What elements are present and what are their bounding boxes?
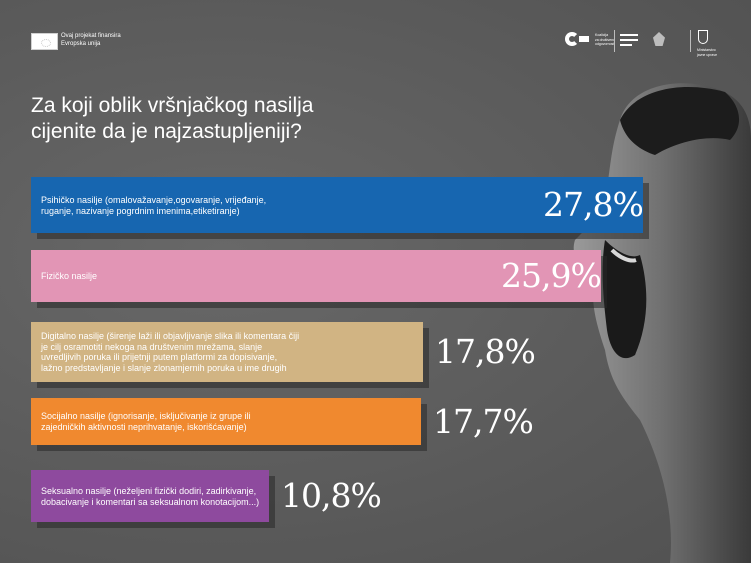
ministry-line: javne uprave — [697, 52, 718, 57]
mascot-logo-icon — [645, 30, 673, 52]
bar-category-label-line: Fizičko nasilje — [41, 271, 98, 281]
partner-logo-text: Koalicija za društvenu odgovornost — [595, 33, 615, 47]
bar-category-label-line: lažno predstavljanje i slanje zlonamjern… — [41, 362, 287, 373]
header-divider — [614, 30, 615, 52]
partner-logo-line: za društvenu — [595, 37, 616, 42]
bar-value-label: 25,9% — [501, 256, 602, 295]
eu-text-line: Evropska unija — [61, 41, 101, 47]
bar-category-label: Psihičko nasilje (omalovažavanje,ogovara… — [41, 195, 266, 216]
bar-5: Seksualno nasilje (neželjeni fizički dod… — [31, 470, 269, 522]
partner2-logo-icon — [620, 30, 638, 50]
partner-logo-icon — [565, 30, 591, 50]
bar-3: Digitalno nasilje (širenje laži ili obja… — [31, 322, 423, 382]
bar-value-label: 17,7% — [433, 401, 534, 441]
bar-category-label: Digitalno nasilje (širenje laži ili obja… — [41, 331, 299, 373]
chart-title-line: Za koji oblik vršnjačkog nasilja — [31, 94, 314, 117]
bar-category-label-line: uvredljivih poruka ili prijetnji putem p… — [41, 352, 278, 362]
bar-value-label: 17,8% — [435, 332, 536, 371]
bar-2: Fizičko nasilje — [31, 250, 601, 302]
chart-title: Za koji oblik vršnjačkog nasilja cijenit… — [31, 93, 411, 145]
ministry-line: Ministarstvo — [697, 48, 716, 52]
partner-logo-line: Koalicija — [595, 33, 609, 37]
bar-category-label-line: ruganje, nazivanje pogrdnim imenima,etik… — [41, 205, 240, 216]
partner-logo-line: odgovornost — [595, 42, 615, 46]
montenegro-crest-icon — [696, 30, 710, 48]
screaming-person-image — [573, 83, 751, 563]
bar-category-label: Fizičko nasilje — [41, 271, 97, 282]
bar-category-label-line: Socijalno nasilje (ignorisanje, isključi… — [41, 411, 251, 421]
bar-category-label-line: je cilj osramotiti nekoga na društvenim … — [41, 341, 263, 352]
bar-category-label: Socijalno nasilje (ignorisanje, isključi… — [41, 411, 251, 432]
chart-title-line: cijenite da je najzastupljeniji? — [31, 120, 302, 143]
bar-value-label: 10,8% — [281, 476, 382, 515]
bar-category-label-line: Seksualno nasilje (neželjeni fizički dod… — [41, 486, 257, 496]
bar-category-label-line: dobacivanje i komentari sa seksualnom ko… — [41, 496, 260, 507]
eu-flag-icon — [31, 33, 58, 50]
eu-funding-text: Ovaj projekat finansira Evropska unija — [61, 32, 141, 48]
bar-1: Psihičko nasilje (omalovažavanje,ogovara… — [31, 177, 643, 233]
eu-text-line: Ovaj projekat finansira — [61, 33, 121, 39]
bar-category-label-line: Psihičko nasilje (omalovažavanje,ogovara… — [41, 195, 267, 205]
bar-category-label: Seksualno nasilje (neželjeni fizički dod… — [41, 486, 259, 507]
bar-category-label-line: Digitalno nasilje (širenje laži ili obja… — [41, 331, 300, 341]
bar-category-label-line: zajedničkih aktivnosti neprihvatanje, is… — [41, 421, 247, 432]
bar-value-label: 27,8% — [543, 185, 644, 224]
ministry-text: Ministarstvo javne uprave — [697, 48, 717, 57]
header-divider — [690, 30, 691, 52]
bar-4: Socijalno nasilje (ignorisanje, isključi… — [31, 398, 421, 445]
